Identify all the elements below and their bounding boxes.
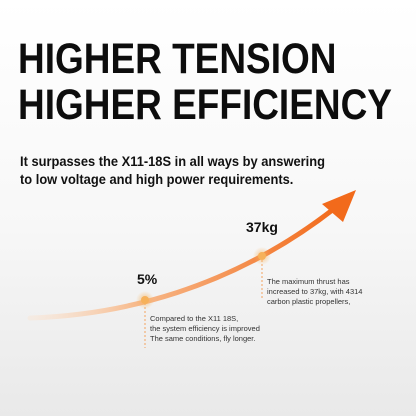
note-2-line-2: increased to 37kg, with 4314 [267, 287, 363, 296]
note-2-line-3: carbon plastic propellers, [267, 297, 351, 306]
note-2: The maximum thrust has increased to 37kg… [267, 277, 362, 307]
subtitle-line-2: to low voltage and high power requiremen… [20, 171, 294, 187]
note-1-line-3: The same conditions, fly longer. [150, 334, 256, 343]
point-marker-2 [258, 252, 266, 260]
value-label-2: 37kg [246, 219, 278, 235]
note-2-line-1: The maximum thrust has [267, 277, 350, 286]
headline-line-1: HIGHER TENSION [18, 35, 337, 83]
point-marker-1 [141, 296, 149, 304]
arrow-head-icon [322, 190, 356, 222]
headline-line-2: HIGHER EFFICIENCY [18, 81, 392, 129]
subtitle: It surpasses the X11-18S in all ways by … [20, 152, 325, 188]
curve-line [27, 205, 338, 321]
headline: HIGHER TENSION HIGHER EFFICIENCY [18, 36, 392, 128]
note-1-line-2: the system efficiency is improved [150, 324, 260, 333]
note-1: Compared to the X11 18S, the system effi… [150, 314, 260, 344]
subtitle-line-1: It surpasses the X11-18S in all ways by … [20, 153, 325, 169]
note-1-line-1: Compared to the X11 18S, [150, 314, 239, 323]
value-label-1: 5% [137, 271, 158, 287]
